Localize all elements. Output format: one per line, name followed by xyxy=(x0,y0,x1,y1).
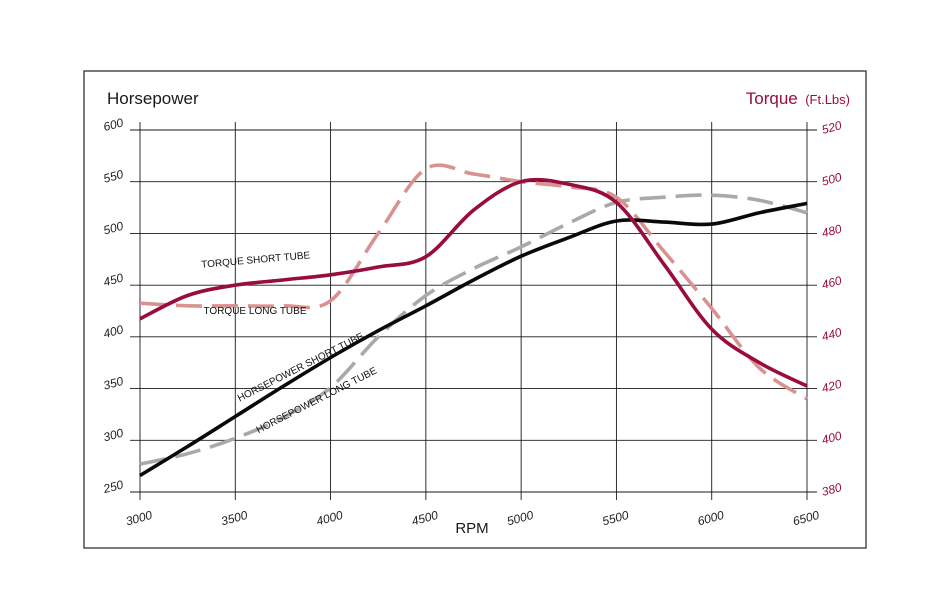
chart-border xyxy=(83,70,867,549)
x-tick-label: 6000 xyxy=(696,508,726,529)
right-tick-label: 400 xyxy=(820,428,843,447)
label-torque-long-tube: TORQUE LONG TUBE xyxy=(204,306,307,317)
series-lines xyxy=(139,163,808,478)
x-tick-label: 3500 xyxy=(220,508,250,529)
left-tick-label: 600 xyxy=(102,115,125,134)
right-tick-label: 520 xyxy=(820,118,843,137)
horsepower-long-tube-line xyxy=(139,193,808,466)
right-axis-title: Torque (Ft.Lbs) xyxy=(746,89,850,108)
x-tick-label: 4000 xyxy=(315,508,345,529)
left-tick-label: 300 xyxy=(102,426,125,445)
right-tick-label: 500 xyxy=(820,170,843,189)
x-tick-label: 5500 xyxy=(601,508,631,529)
x-tick-label: 3000 xyxy=(124,508,154,529)
tick-labels: 3000 3500 4000 4500 5000 5500 6000 6500 250 300 35… xyxy=(101,115,844,528)
left-axis-title: Horsepower xyxy=(107,89,199,108)
x-axis-title: RPM xyxy=(455,520,488,537)
right-tick-label: 420 xyxy=(820,377,843,396)
right-tick-label: 480 xyxy=(820,222,843,241)
torque-long-tube-line xyxy=(139,163,808,401)
left-tick-label: 450 xyxy=(102,270,125,289)
left-tick-label: 400 xyxy=(102,322,125,341)
left-tick-label: 550 xyxy=(102,167,125,186)
horsepower-short-tube-line xyxy=(139,201,808,478)
right-tick-label: 440 xyxy=(820,325,843,344)
grid xyxy=(130,122,817,500)
left-tick-label: 350 xyxy=(102,374,125,393)
x-tick-label: 5000 xyxy=(505,508,535,529)
x-tick-label: 4500 xyxy=(410,508,440,529)
right-axis-title-unit: (Ft.Lbs) xyxy=(805,92,850,107)
x-tick-label: 6500 xyxy=(791,508,821,529)
right-tick-label: 380 xyxy=(820,480,843,499)
left-tick-label: 250 xyxy=(101,477,125,496)
right-tick-label: 460 xyxy=(820,273,843,292)
torque-short-tube-line xyxy=(139,177,808,388)
left-tick-label: 500 xyxy=(102,219,125,238)
right-axis-title-main: Torque xyxy=(746,89,798,108)
